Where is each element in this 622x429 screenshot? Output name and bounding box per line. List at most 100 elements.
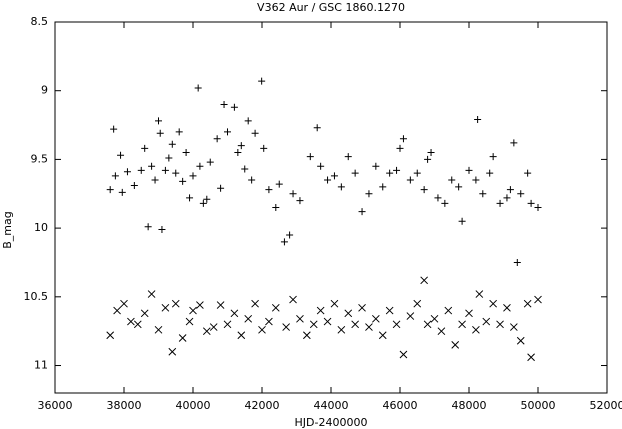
- data-point: [344, 153, 352, 161]
- data-point: [344, 309, 353, 318]
- data-point: [509, 323, 518, 331]
- data-point: [437, 327, 446, 336]
- data-point: [161, 166, 169, 174]
- data-point: [203, 195, 211, 203]
- data-point: [258, 325, 266, 334]
- data-point: [371, 314, 380, 323]
- data-point: [496, 320, 504, 329]
- data-point: [424, 155, 432, 163]
- data-point: [202, 327, 211, 336]
- data-point: [302, 331, 311, 340]
- y-tick-label: 10.5: [24, 290, 49, 303]
- data-point: [106, 186, 114, 194]
- data-point: [365, 323, 373, 331]
- data-point: [337, 183, 345, 191]
- data-point: [223, 320, 232, 329]
- data-point: [465, 166, 473, 174]
- data-point: [523, 299, 532, 308]
- data-point: [351, 320, 360, 329]
- data-point: [258, 77, 266, 85]
- data-point: [117, 151, 125, 159]
- data-point: [151, 176, 159, 184]
- data-point: [337, 325, 346, 334]
- data-point: [156, 129, 164, 137]
- data-point: [133, 320, 142, 329]
- data-point: [330, 299, 339, 308]
- data-point: [379, 183, 387, 191]
- data-point: [423, 320, 432, 329]
- data-point: [427, 149, 435, 157]
- y-tick-label: 9: [41, 84, 48, 97]
- data-point: [179, 177, 187, 185]
- data-point: [186, 194, 194, 202]
- data-point: [309, 320, 318, 329]
- data-point: [154, 325, 163, 334]
- data-point: [385, 306, 394, 315]
- data-point: [241, 165, 249, 173]
- data-point: [213, 135, 221, 143]
- data-point: [196, 162, 204, 170]
- data-point: [534, 204, 542, 211]
- data-point: [358, 208, 366, 216]
- data-point: [147, 290, 156, 298]
- data-point: [137, 166, 145, 174]
- data-point: [365, 190, 373, 198]
- data-point: [148, 162, 156, 170]
- data-point: [182, 149, 190, 157]
- data-point: [168, 347, 177, 356]
- data-point: [286, 231, 294, 239]
- data-point: [265, 186, 273, 194]
- data-point: [199, 199, 207, 207]
- data-point: [313, 124, 321, 132]
- data-point: [455, 183, 463, 191]
- data-point: [244, 314, 253, 323]
- x-tick-label: 40000: [176, 399, 211, 412]
- x-tick-label: 50000: [521, 399, 556, 412]
- x-tick-label: 48000: [452, 399, 487, 412]
- data-point: [472, 176, 480, 184]
- data-point: [194, 84, 202, 92]
- data-point: [111, 172, 119, 180]
- data-point: [420, 276, 429, 285]
- data-point: [289, 295, 297, 304]
- data-point: [482, 317, 491, 326]
- y-axis-label: B_mag: [1, 211, 14, 249]
- data-point: [178, 334, 187, 342]
- data-point: [517, 190, 525, 198]
- data-point: [306, 153, 314, 161]
- data-point: [486, 169, 494, 177]
- x-tick-label: 36000: [38, 399, 73, 412]
- data-point: [441, 199, 449, 207]
- data-point: [237, 331, 246, 340]
- data-point: [434, 194, 442, 202]
- data-point: [127, 317, 135, 326]
- data-point: [251, 299, 259, 308]
- data-point: [185, 317, 194, 326]
- data-point: [479, 190, 487, 198]
- data-point: [196, 301, 204, 309]
- data-point: [206, 158, 214, 166]
- data-point: [141, 144, 149, 152]
- data-point: [413, 299, 422, 308]
- data-point: [399, 350, 408, 359]
- data-point: [378, 331, 387, 340]
- x-tick-label: 38000: [107, 399, 142, 412]
- data-point: [260, 144, 268, 152]
- data-point: [458, 320, 466, 329]
- data-point: [399, 135, 407, 143]
- data-point: [171, 299, 180, 308]
- data-point: [474, 116, 482, 124]
- x-tick-label: 42000: [245, 399, 280, 412]
- data-point: [237, 142, 245, 150]
- data-point: [465, 309, 473, 318]
- data-point: [316, 306, 325, 315]
- data-point: [420, 186, 428, 194]
- data-point: [155, 117, 162, 125]
- y-tick-label: 10: [34, 221, 48, 234]
- x-tick-label: 44000: [314, 399, 349, 412]
- data-point: [161, 303, 170, 312]
- data-point: [140, 309, 149, 318]
- data-point: [123, 168, 131, 176]
